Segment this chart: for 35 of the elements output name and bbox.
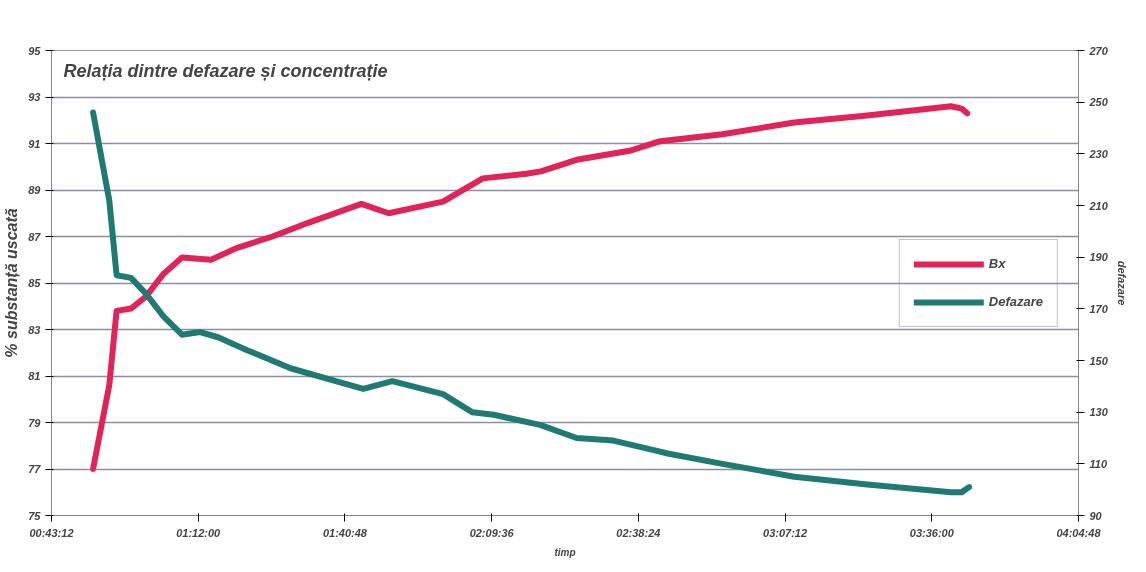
y2-tick-label: 90 bbox=[1089, 509, 1103, 522]
y-tick-label: 77 bbox=[28, 463, 42, 475]
x-tick-label: 03:36:00 bbox=[909, 526, 955, 539]
x-tick-label: 04:04:48 bbox=[1056, 526, 1102, 539]
y-tick-label: 81 bbox=[28, 370, 41, 382]
y-tick-label: 91 bbox=[28, 137, 41, 150]
x-tick-label: 00:43:12 bbox=[29, 526, 74, 539]
y2-tick-label: 190 bbox=[1089, 251, 1109, 264]
x-axis-title: timp bbox=[554, 546, 576, 558]
y-tick-label: 85 bbox=[28, 277, 42, 289]
y2-tick-label: 270 bbox=[1088, 44, 1109, 57]
y-tick-label: 79 bbox=[28, 416, 42, 429]
y-tick-label: 89 bbox=[28, 184, 42, 196]
text: Defazare bbox=[988, 294, 1043, 309]
text: Relația dintre defazare și concentrație bbox=[63, 60, 388, 81]
x-tick-label: 01:12:00 bbox=[176, 526, 222, 539]
y-tick-label: 75 bbox=[28, 509, 42, 522]
y2-tick-label: 150 bbox=[1089, 354, 1109, 367]
text: Bx bbox=[988, 256, 1007, 271]
y-tick-label: 83 bbox=[28, 323, 41, 336]
y2-tick-label: 130 bbox=[1089, 406, 1109, 419]
y2-tick-label: 210 bbox=[1088, 199, 1109, 212]
y-tick-label: 95 bbox=[28, 44, 42, 57]
y2-tick-label: 170 bbox=[1089, 302, 1109, 315]
y2-axis-title: defazare bbox=[1115, 260, 1128, 306]
x-tick-label: 02:09:36 bbox=[469, 526, 515, 539]
y-axis-title: % substanță uscată bbox=[3, 208, 21, 358]
y2-tick-label: 250 bbox=[1088, 96, 1109, 109]
x-tick-label: 02:38:24 bbox=[616, 526, 661, 539]
x-tick-label: 03:07:12 bbox=[763, 526, 808, 539]
y2-tick-label: 110 bbox=[1089, 457, 1108, 470]
y-tick-label: 87 bbox=[28, 230, 42, 243]
y2-tick-label: 230 bbox=[1088, 147, 1109, 160]
x-tick-label: 01:40:48 bbox=[322, 526, 368, 539]
y-tick-label: 93 bbox=[28, 91, 41, 103]
